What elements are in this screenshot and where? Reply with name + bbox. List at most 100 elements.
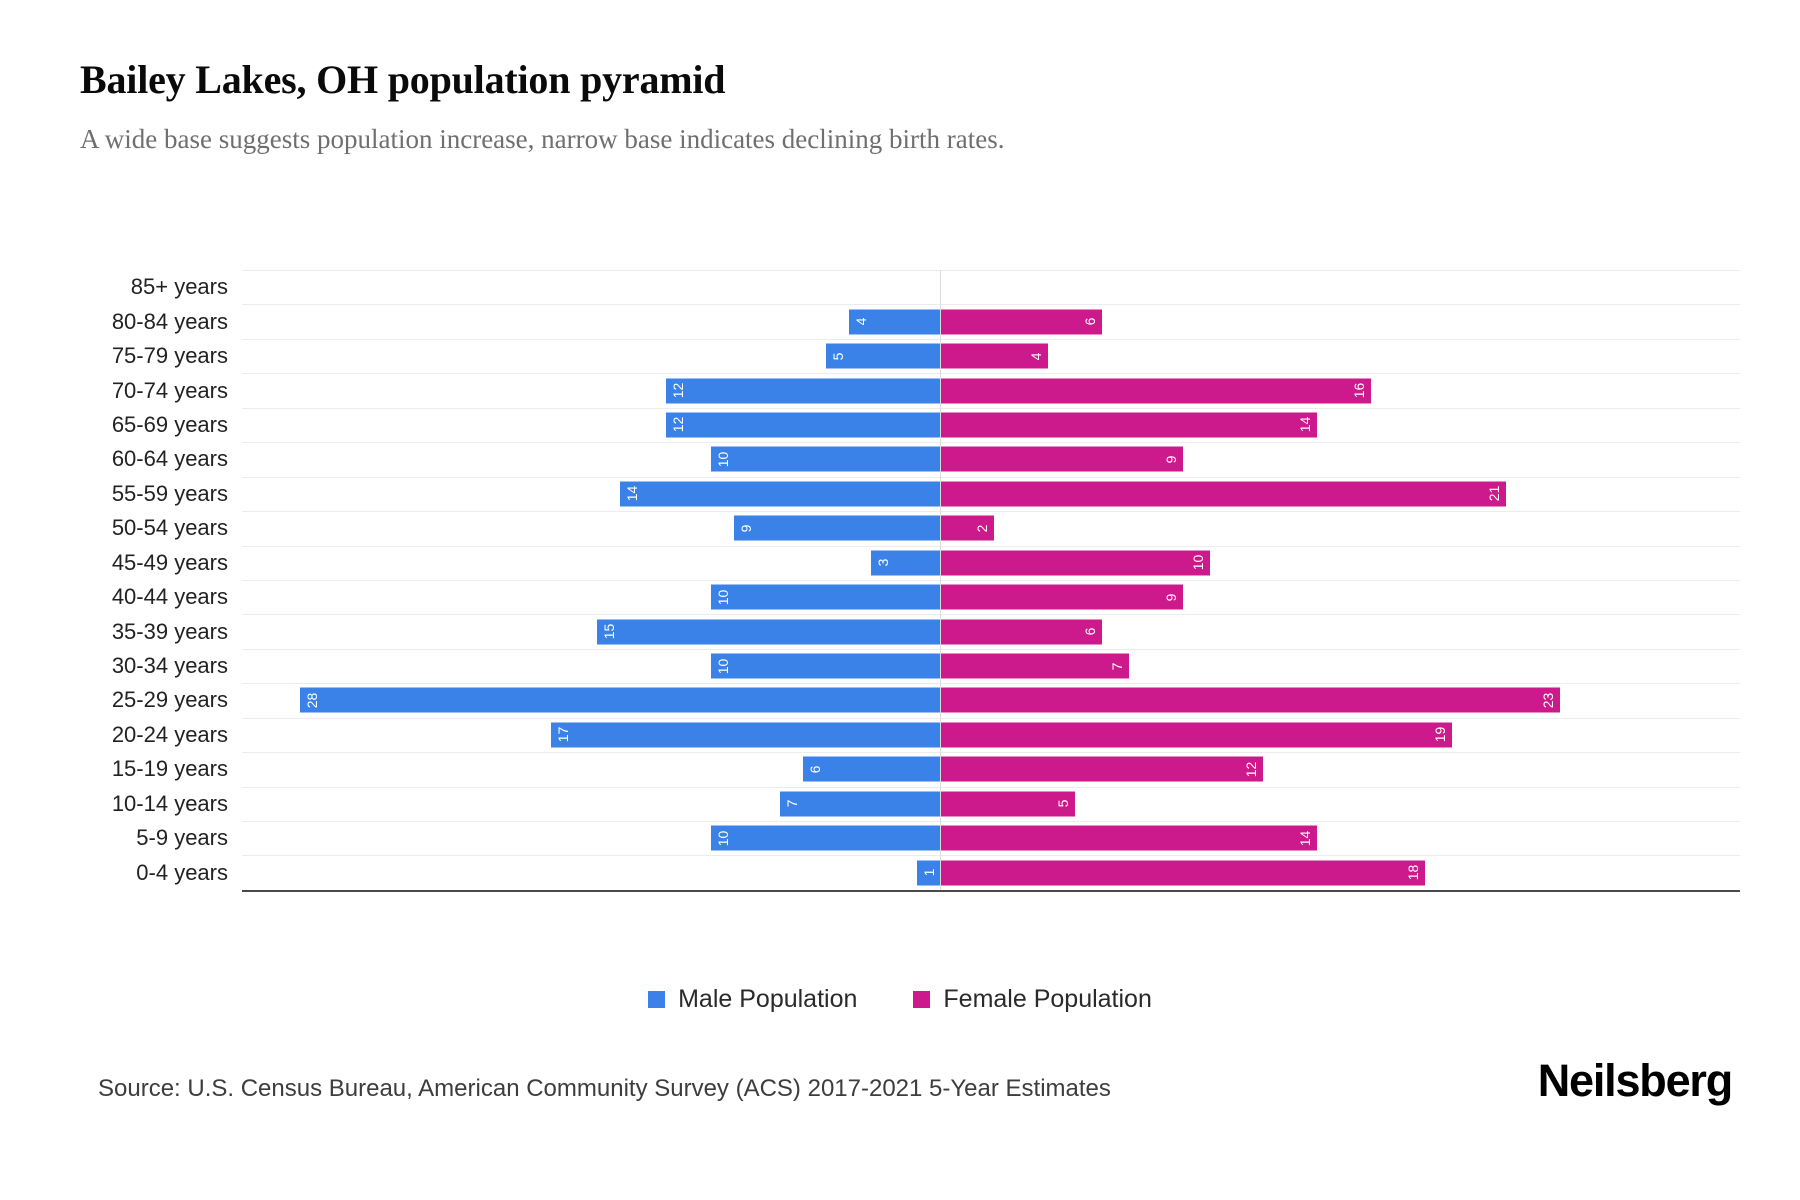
bar-female[interactable]: 19 — [940, 722, 1453, 748]
bar-female[interactable]: 16 — [940, 378, 1372, 404]
y-axis-label: 15-19 years — [111, 756, 228, 782]
pyramid-row: 10 7 — [242, 648, 1740, 683]
bar-male[interactable]: 9 — [734, 515, 940, 541]
bar-male[interactable]: 12 — [665, 412, 940, 438]
bar-female[interactable]: 5 — [940, 791, 1075, 817]
pyramid-row: 17 19 — [242, 717, 1740, 752]
bar-rows: 4 6 5 4 12 16 12 14 10 9 14 21 9 2 3 10 10 9 15 6 10 7 28 23 17 1… — [242, 270, 1740, 892]
bar-female[interactable]: 6 — [940, 309, 1102, 335]
bar-female[interactable]: 10 — [940, 550, 1210, 576]
page-title: Bailey Lakes, OH population pyramid — [80, 57, 726, 102]
bar-value-label: 12 — [669, 417, 686, 433]
gridline — [242, 476, 1740, 478]
pyramid-row: 12 16 — [242, 373, 1740, 407]
bar-value-label: 6 — [806, 765, 823, 774]
bar-male[interactable]: 10 — [711, 446, 940, 472]
bar-female[interactable]: 9 — [940, 446, 1183, 472]
bar-value-label: 28 — [304, 692, 320, 709]
gridline — [242, 786, 1740, 788]
bar-male[interactable]: 7 — [780, 791, 940, 817]
bar-value-label: 3 — [875, 558, 892, 567]
gridline — [242, 511, 1740, 513]
gridline — [242, 545, 1740, 547]
pyramid-row: 15 6 — [242, 614, 1740, 648]
bar-male[interactable]: 14 — [620, 481, 940, 507]
bar-value-label: 6 — [1081, 317, 1098, 326]
bar-female[interactable]: 2 — [940, 515, 994, 541]
bar-male[interactable]: 12 — [665, 378, 940, 404]
bar-value-label: 18 — [1405, 864, 1422, 881]
brand-logo: Neilsberg — [1537, 1055, 1733, 1106]
y-axis-label: 70-74 years — [111, 377, 228, 403]
bar-male[interactable]: 17 — [551, 722, 940, 748]
bar-value-label: 4 — [852, 317, 869, 326]
bar-male[interactable]: 4 — [848, 309, 940, 335]
bar-male[interactable]: 6 — [802, 756, 940, 782]
gridline — [242, 270, 1740, 271]
bar-value-label: 7 — [1108, 662, 1125, 670]
gridline — [242, 752, 1740, 754]
bar-value-label: 5 — [1054, 799, 1071, 808]
bar-male[interactable]: 10 — [711, 584, 940, 610]
pyramid-row: 3 10 — [242, 545, 1740, 580]
bar-female[interactable]: 6 — [940, 619, 1102, 645]
bar-female[interactable]: 14 — [940, 825, 1318, 851]
y-axis-label: 85+ years — [130, 274, 228, 300]
y-axis-labels: 85+ years 80-84 years 75-79 years 70-74 yea… — [80, 270, 240, 890]
bar-value-label: 9 — [1162, 593, 1179, 602]
gridline — [242, 855, 1740, 857]
bar-female[interactable]: 9 — [940, 584, 1183, 610]
bar-value-label: 15 — [601, 623, 618, 640]
y-axis-label: 35-39 years — [111, 618, 228, 644]
pyramid-row: 1 18 — [242, 855, 1740, 889]
y-axis-label: 25-29 years — [111, 687, 228, 713]
page-subtitle: A wide base suggests population increase… — [80, 124, 1005, 154]
y-axis-label: 65-69 years — [111, 411, 228, 437]
legend-item-male[interactable]: Male Population — [648, 985, 857, 1014]
bar-value-label: 16 — [1351, 382, 1368, 399]
y-axis-label: 45-49 years — [111, 549, 228, 575]
pyramid-row: 10 14 — [242, 821, 1740, 855]
bar-male[interactable]: 10 — [711, 653, 940, 679]
y-axis-label: 0-4 years — [136, 859, 228, 885]
y-axis-label: 50-54 years — [111, 515, 228, 541]
bar-value-label: 10 — [715, 830, 732, 847]
y-axis-label: 80-84 years — [111, 308, 228, 334]
chart-legend: Male Population Female Population — [0, 985, 1800, 1014]
bar-male[interactable]: 15 — [597, 619, 940, 645]
gridline — [242, 407, 1740, 409]
bar-male[interactable]: 3 — [871, 550, 940, 576]
female-color-swatch — [913, 991, 931, 1008]
gridline — [242, 821, 1740, 822]
y-axis-label: 5-9 years — [136, 825, 228, 851]
bar-male[interactable]: 1 — [917, 860, 940, 886]
bar-value-label: 14 — [624, 486, 640, 502]
axis-baseline — [242, 890, 1740, 892]
bar-female[interactable]: 7 — [940, 653, 1129, 679]
bar-female[interactable]: 21 — [940, 481, 1507, 507]
bar-female[interactable]: 23 — [940, 687, 1560, 713]
legend-label-female: Female Population — [943, 985, 1152, 1013]
gridline — [242, 442, 1740, 444]
zero-axis-line — [940, 270, 941, 890]
gridline — [242, 717, 1740, 719]
bar-female[interactable]: 14 — [940, 412, 1318, 438]
bar-value-label: 7 — [784, 799, 800, 808]
bar-female[interactable]: 18 — [940, 860, 1426, 886]
bar-female[interactable]: 12 — [940, 756, 1264, 782]
gridline — [242, 338, 1740, 340]
bar-value-label: 2 — [973, 524, 990, 533]
bar-male[interactable]: 10 — [711, 825, 940, 851]
legend-item-female[interactable]: Female Population — [913, 985, 1152, 1014]
bar-value-label: 17 — [555, 727, 572, 743]
y-axis-label: 10-14 years — [111, 790, 228, 816]
y-axis-label: 30-34 years — [111, 653, 228, 679]
bar-male[interactable]: 28 — [300, 687, 940, 713]
bar-value-label: 14 — [1297, 830, 1314, 847]
bar-male[interactable]: 5 — [825, 343, 940, 369]
bar-female[interactable]: 4 — [940, 343, 1048, 369]
bar-value-label: 14 — [1297, 417, 1314, 433]
pyramid-row — [242, 270, 1740, 304]
